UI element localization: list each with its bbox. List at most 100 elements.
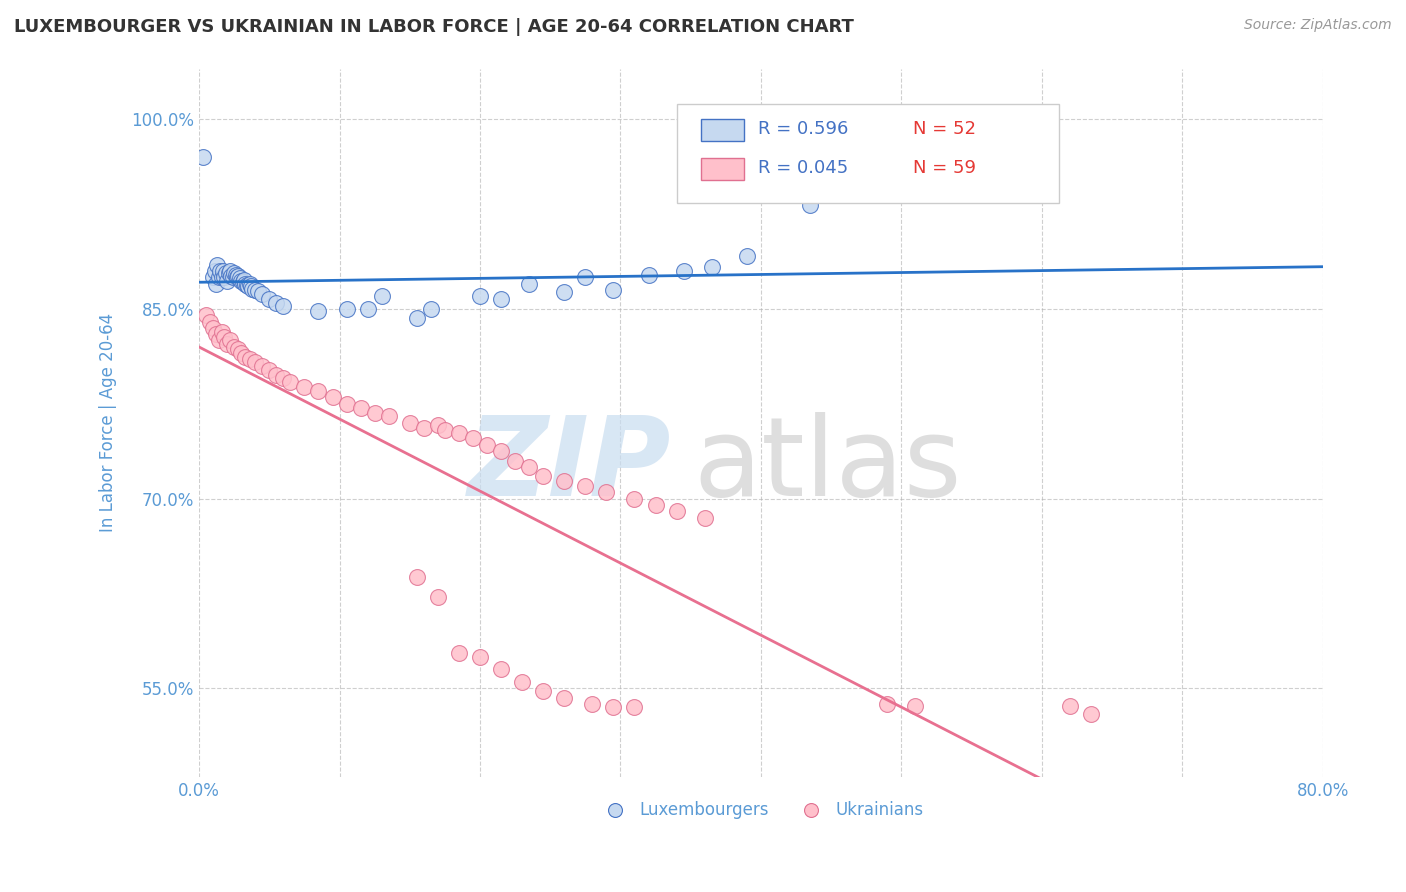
Point [1059, 699, 1081, 714]
Point [208, 270, 231, 285]
Point [266, 295, 288, 310]
Point [672, 264, 695, 278]
Point [602, 283, 624, 297]
Point [553, 474, 575, 488]
Point [218, 267, 240, 281]
Point [225, 268, 247, 282]
Point [644, 498, 666, 512]
Point [308, 304, 330, 318]
Point [193, 150, 215, 164]
Point [363, 406, 385, 420]
Point [228, 343, 250, 357]
Point [259, 362, 281, 376]
Point [419, 301, 441, 316]
Point [208, 334, 231, 348]
FancyBboxPatch shape [676, 104, 1059, 203]
Point [433, 423, 456, 437]
Point [335, 301, 357, 316]
Point [735, 249, 758, 263]
Point [595, 485, 617, 500]
Bar [702, 158, 744, 180]
Point [207, 258, 229, 272]
Legend: Luxembourgers, Ukrainians: Luxembourgers, Ukrainians [592, 794, 931, 825]
Point [904, 699, 927, 714]
Point [212, 264, 235, 278]
Point [214, 329, 236, 343]
Point [356, 301, 378, 316]
Point [228, 268, 250, 283]
Point [224, 340, 246, 354]
Point [222, 270, 245, 285]
Point [239, 352, 262, 367]
Text: LUXEMBOURGER VS UKRAINIAN IN LABOR FORCE | AGE 20-64 CORRELATION CHART: LUXEMBOURGER VS UKRAINIAN IN LABOR FORCE… [14, 18, 853, 36]
Point [517, 277, 540, 291]
Point [211, 270, 233, 285]
Point [335, 397, 357, 411]
Point [219, 334, 242, 348]
Point [224, 267, 246, 281]
Point [665, 504, 688, 518]
Point [202, 270, 225, 285]
Point [215, 267, 238, 281]
Point [574, 270, 596, 285]
Text: R = 0.596: R = 0.596 [758, 120, 848, 137]
Point [517, 460, 540, 475]
Point [489, 662, 512, 676]
Text: ZIP: ZIP [467, 412, 671, 518]
Point [202, 321, 225, 335]
Point [204, 264, 226, 278]
Point [235, 277, 257, 291]
Point [349, 401, 371, 415]
Point [574, 479, 596, 493]
Point [231, 274, 253, 288]
Point [232, 275, 254, 289]
Point [229, 271, 252, 285]
Point [217, 274, 239, 288]
Point [510, 675, 533, 690]
Point [623, 700, 645, 714]
Point [266, 368, 288, 382]
Point [581, 697, 603, 711]
Point [876, 697, 898, 711]
Point [489, 292, 512, 306]
Point [553, 285, 575, 300]
Point [217, 337, 239, 351]
Text: R = 0.045: R = 0.045 [758, 159, 848, 177]
Point [209, 264, 232, 278]
Point [195, 308, 218, 322]
Point [489, 443, 512, 458]
Text: N = 52: N = 52 [912, 120, 976, 137]
Point [405, 570, 427, 584]
Point [211, 325, 233, 339]
Point [370, 289, 392, 303]
Point [221, 268, 243, 283]
Point [461, 431, 484, 445]
Point [245, 283, 267, 297]
Y-axis label: In Labor Force | Age 20-64: In Labor Force | Age 20-64 [100, 313, 117, 533]
Point [623, 491, 645, 506]
Point [252, 359, 274, 373]
Point [219, 264, 242, 278]
Point [294, 380, 316, 394]
Text: atlas: atlas [693, 412, 962, 518]
Point [245, 355, 267, 369]
Point [273, 371, 295, 385]
Point [205, 327, 228, 342]
Point [799, 198, 821, 212]
Point [1080, 706, 1102, 721]
Point [259, 292, 281, 306]
Point [405, 310, 427, 325]
Point [231, 346, 253, 360]
Point [273, 299, 295, 313]
Point [447, 646, 470, 660]
Text: Source: ZipAtlas.com: Source: ZipAtlas.com [1244, 18, 1392, 32]
Point [247, 284, 270, 298]
Point [426, 418, 449, 433]
Point [240, 279, 263, 293]
Point [531, 468, 554, 483]
Point [426, 591, 449, 605]
Point [637, 268, 659, 282]
Point [475, 438, 498, 452]
Point [238, 279, 260, 293]
Point [236, 277, 259, 292]
